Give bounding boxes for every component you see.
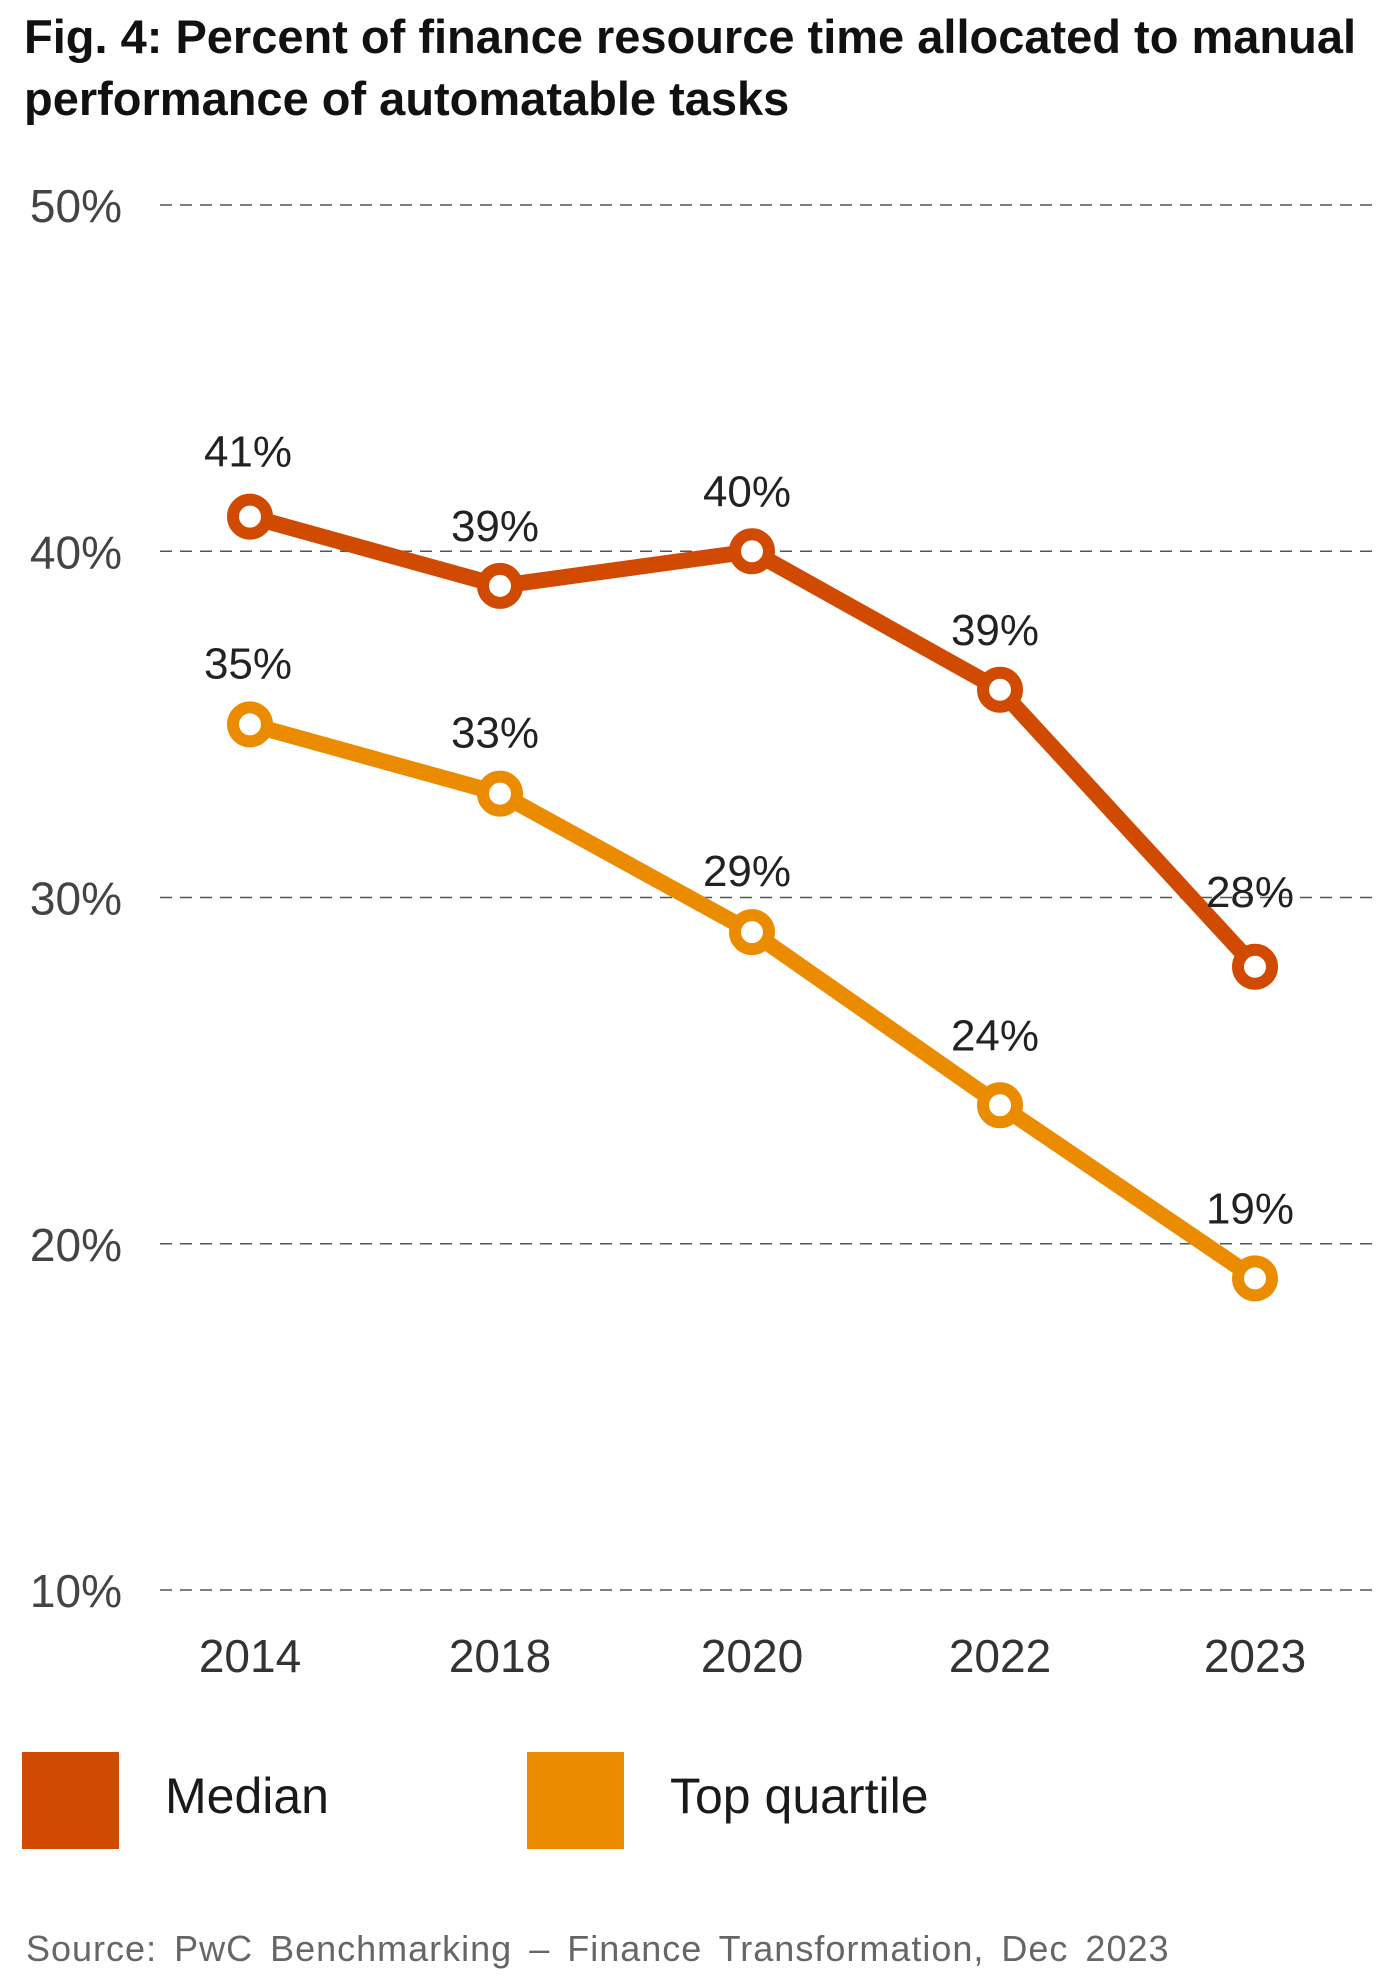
y-axis-ticks: 10% 20% 30% 40% 50%	[30, 180, 122, 1617]
x-axis-ticks: 2014 2018 2020 2022 2023	[199, 1630, 1306, 1682]
data-label-top-quartile-2020: 29%	[703, 847, 791, 896]
x-tick-label-2023: 2023	[1204, 1630, 1306, 1682]
y-tick-label-40: 40%	[30, 526, 122, 578]
marker-median-2014	[227, 493, 273, 540]
y-tick-label-20: 20%	[30, 1219, 122, 1271]
x-tick-label-2014: 2014	[199, 1630, 301, 1682]
marker-top-quartile-2018	[477, 770, 523, 817]
data-label-top-quartile-2023: 19%	[1206, 1184, 1294, 1233]
x-tick-label-2022: 2022	[949, 1630, 1051, 1682]
series-line-median	[242, 508, 1263, 975]
marker-median-2023	[1232, 943, 1278, 990]
line-chart: 10% 20% 30% 40% 50% 2014 2018 2020 2022 2023 41%…	[30, 180, 1380, 1682]
data-labels: 41% 39% 40% 39% 28% 35% 33% 29% 24% 19%	[204, 428, 1294, 1234]
data-label-top-quartile-2014: 35%	[204, 639, 292, 688]
x-tick-label-2018: 2018	[449, 1630, 551, 1682]
marker-median-2018	[477, 562, 523, 609]
marker-top-quartile-2020	[729, 909, 775, 956]
marker-top-quartile-2014	[227, 701, 273, 748]
data-label-median-2014: 41%	[204, 428, 292, 477]
marker-top-quartile-2022	[977, 1082, 1023, 1129]
legend-swatch-top-quartile	[527, 1752, 624, 1849]
data-label-top-quartile-2018: 33%	[451, 709, 539, 758]
y-tick-label-10: 10%	[30, 1565, 122, 1617]
legend-swatch-median	[22, 1752, 119, 1849]
marker-top-quartile-2023	[1232, 1255, 1278, 1302]
marker-median-2022	[977, 666, 1023, 713]
data-label-median-2018: 39%	[451, 502, 539, 551]
data-label-median-2022: 39%	[951, 606, 1039, 655]
source-note: Source: PwC Benchmarking – Finance Trans…	[26, 1928, 1170, 1969]
marker-median-2020	[729, 528, 775, 575]
chart-title: Fig. 4: Percent of finance resource time…	[24, 10, 1357, 125]
legend-label-top-quartile: Top quartile	[670, 1768, 929, 1824]
y-tick-label-30: 30%	[30, 873, 122, 925]
y-tick-label-50: 50%	[30, 180, 122, 232]
data-label-median-2023: 28%	[1206, 868, 1294, 917]
data-label-top-quartile-2022: 24%	[951, 1011, 1039, 1060]
data-label-median-2020: 40%	[703, 467, 791, 516]
x-tick-label-2020: 2020	[701, 1630, 803, 1682]
series-group	[227, 493, 1278, 1302]
legend-label-median: Median	[165, 1768, 329, 1824]
